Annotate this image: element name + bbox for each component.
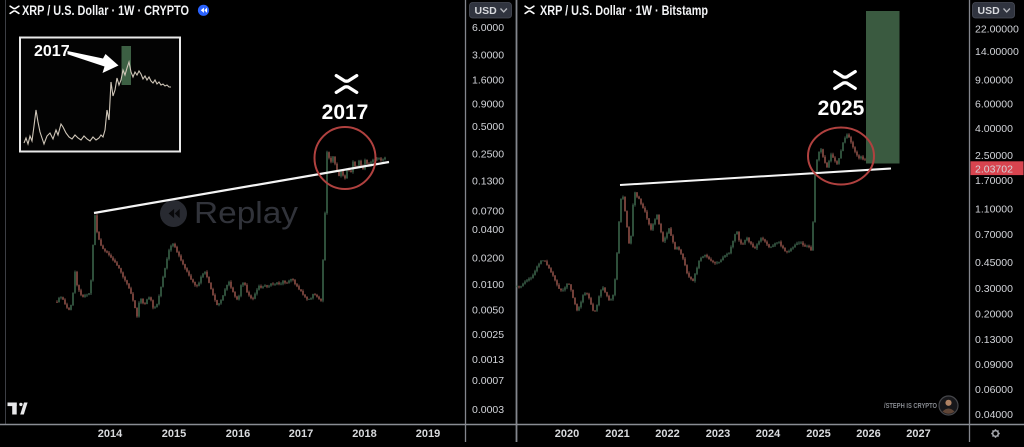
svg-text:2020: 2020 <box>555 428 579 440</box>
svg-text:2024: 2024 <box>756 428 781 440</box>
svg-text:6.00000: 6.00000 <box>975 99 1013 111</box>
svg-text:0.0003: 0.0003 <box>472 404 504 416</box>
svg-text:2015: 2015 <box>162 428 186 440</box>
svg-text:0.2500: 0.2500 <box>472 149 504 161</box>
svg-text:22.00000: 22.00000 <box>975 24 1019 36</box>
svg-text:0.09000: 0.09000 <box>975 359 1013 371</box>
svg-text:0.0025: 0.0025 <box>472 329 504 341</box>
svg-text:0.06000: 0.06000 <box>975 384 1013 396</box>
svg-text:2018: 2018 <box>352 428 376 440</box>
svg-text:2025: 2025 <box>818 97 865 120</box>
svg-text:0.04000: 0.04000 <box>975 409 1013 421</box>
svg-text:2026: 2026 <box>856 428 880 440</box>
svg-text:2019: 2019 <box>416 428 440 440</box>
svg-text:2017: 2017 <box>289 428 313 440</box>
svg-text:0.0007: 0.0007 <box>472 375 504 387</box>
svg-text:0.0700: 0.0700 <box>472 206 504 218</box>
svg-text:USD: USD <box>978 5 1001 17</box>
svg-text:14.00000: 14.00000 <box>975 46 1019 58</box>
svg-text:2.50000: 2.50000 <box>975 150 1013 162</box>
svg-text:2017: 2017 <box>34 43 70 60</box>
svg-text:1.70000: 1.70000 <box>975 175 1013 187</box>
svg-text:9.00000: 9.00000 <box>975 75 1013 87</box>
svg-text:2022: 2022 <box>655 428 679 440</box>
svg-text:0.0400: 0.0400 <box>472 224 504 236</box>
svg-text:2027: 2027 <box>906 428 930 440</box>
svg-text:1.10000: 1.10000 <box>975 204 1013 216</box>
svg-text:2023: 2023 <box>706 428 730 440</box>
svg-text:0.0013: 0.0013 <box>472 354 504 366</box>
svg-text:0.0100: 0.0100 <box>472 279 504 291</box>
svg-text:0.9000: 0.9000 <box>472 99 504 111</box>
svg-text:6.0000: 6.0000 <box>472 22 504 34</box>
svg-text:0.1300: 0.1300 <box>472 176 504 188</box>
svg-text:3.0000: 3.0000 <box>472 50 504 62</box>
svg-text:0.0200: 0.0200 <box>472 253 504 265</box>
svg-text:0.70000: 0.70000 <box>975 229 1013 241</box>
svg-text:XRP / U.S. Dollar · 1W · Bitst: XRP / U.S. Dollar · 1W · Bitstamp <box>540 3 708 18</box>
svg-text:0.13000: 0.13000 <box>975 334 1013 346</box>
svg-text:0.20000: 0.20000 <box>975 309 1013 321</box>
svg-text:2014: 2014 <box>98 428 123 440</box>
svg-text:/STEPH IS CRYPTO: /STEPH IS CRYPTO <box>884 403 937 410</box>
svg-text:2025: 2025 <box>806 428 830 440</box>
svg-text:USD: USD <box>475 5 498 17</box>
svg-text:Replay: Replay <box>194 195 299 230</box>
svg-text:1.6000: 1.6000 <box>472 75 504 87</box>
svg-text:0.0050: 0.0050 <box>472 305 504 317</box>
svg-text:2016: 2016 <box>226 428 250 440</box>
svg-text:2017: 2017 <box>322 101 369 124</box>
svg-text:2021: 2021 <box>605 428 629 440</box>
svg-text:2.03702: 2.03702 <box>975 163 1013 175</box>
svg-text:0.45000: 0.45000 <box>975 257 1013 269</box>
svg-text:4.00000: 4.00000 <box>975 123 1013 135</box>
svg-text:0.30000: 0.30000 <box>975 283 1013 295</box>
svg-text:0.5000: 0.5000 <box>472 121 504 133</box>
svg-text:XRP / U.S. Dollar · 1W · CRYPT: XRP / U.S. Dollar · 1W · CRYPTO <box>22 3 189 18</box>
